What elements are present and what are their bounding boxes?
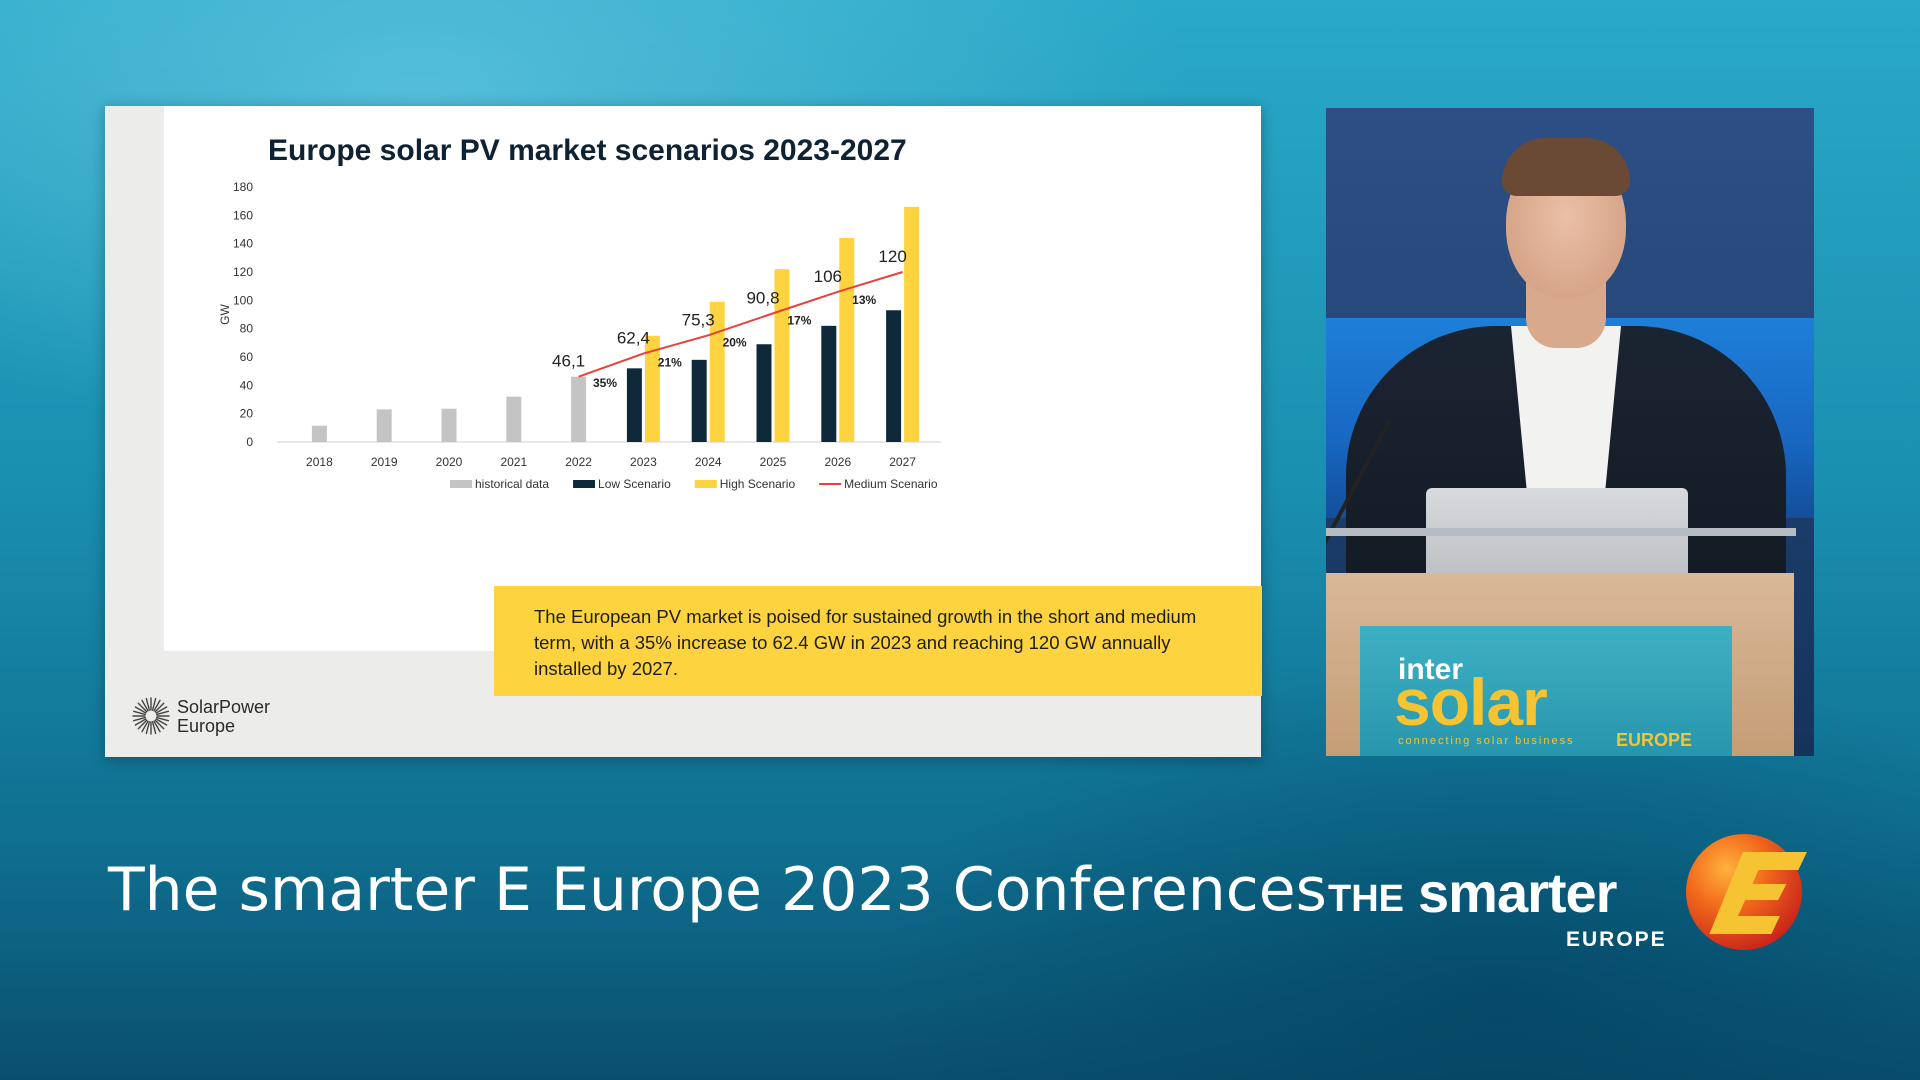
the-smarter-e-brand: THE smarter EUROPE xyxy=(1326,830,1816,960)
data-label: 75,3 xyxy=(682,310,715,329)
podium-sign-inter: inter xyxy=(1398,653,1464,686)
growth-label: 13% xyxy=(852,293,876,307)
brand-smarter: smarter xyxy=(1418,861,1617,924)
growth-label: 35% xyxy=(593,376,617,390)
data-label: 106 xyxy=(814,267,842,286)
legend-label: Medium Scenario xyxy=(844,477,938,491)
y-tick-label: 40 xyxy=(240,378,254,392)
summary-callout: The European PV market is poised for sus… xyxy=(494,586,1262,696)
legend-label: historical data xyxy=(475,477,549,491)
slide-title: Europe solar PV market scenarios 2023-20… xyxy=(268,134,907,167)
sun-rays-icon xyxy=(132,697,170,735)
brand-europe: EUROPE xyxy=(1566,928,1667,951)
bar-low-scenario xyxy=(691,359,707,442)
speaker-hair xyxy=(1502,138,1630,196)
conference-title: The smarter E Europe 2023 Conferences xyxy=(108,855,1327,925)
x-tick-label: 2027 xyxy=(889,455,916,469)
legend-swatch xyxy=(450,480,472,488)
y-tick-label: 20 xyxy=(240,407,254,421)
speaker-video: inter solar connecting solar business EU… xyxy=(1326,108,1814,756)
y-axis-label: GW xyxy=(218,304,232,325)
chart-labels: 46,1 62,4 75,3 90,8 106 120 35% 21% 20% 17% 13% xyxy=(552,247,907,390)
market-scenarios-chart: 0 20 40 60 80 100 120 140 160 180 GW 2018 2019 2020 20… xyxy=(218,180,941,491)
bar-historical-data xyxy=(506,396,522,442)
brand-the: THE xyxy=(1328,878,1404,920)
bar-historical-data xyxy=(571,376,587,442)
podium-sign-tagline: connecting solar business xyxy=(1398,735,1575,747)
y-tick-label: 80 xyxy=(240,322,254,336)
legend-swatch xyxy=(573,480,596,488)
presentation-slide: Europe solar PV market scenarios 2023-20… xyxy=(105,106,1262,757)
logo-line-1: SolarPower xyxy=(177,697,271,717)
bar-high-scenario xyxy=(839,238,855,442)
y-tick-label: 140 xyxy=(233,237,253,251)
podium-sign xyxy=(1360,626,1732,756)
growth-label: 21% xyxy=(658,355,682,369)
y-tick-label: 180 xyxy=(233,180,253,194)
y-tick-label: 100 xyxy=(233,293,253,307)
legend-label: High Scenario xyxy=(720,477,796,491)
chart-bars xyxy=(311,206,920,442)
data-label: 46,1 xyxy=(552,352,585,371)
y-tick-label: 120 xyxy=(233,265,253,279)
bar-high-scenario xyxy=(644,335,660,442)
x-tick-label: 2021 xyxy=(500,455,527,469)
x-tick-label: 2024 xyxy=(695,455,722,469)
bar-low-scenario xyxy=(626,368,642,442)
data-label: 62,4 xyxy=(617,329,650,348)
podium-railing xyxy=(1326,528,1796,536)
bar-historical-data xyxy=(311,425,327,442)
bar-high-scenario xyxy=(709,301,725,442)
chart-medium-line xyxy=(578,271,903,378)
bar-low-scenario xyxy=(756,344,772,442)
bar-low-scenario xyxy=(886,310,902,442)
x-tick-label: 2025 xyxy=(760,455,787,469)
data-label: 120 xyxy=(878,247,906,266)
podium-sign-europe: EUROPE xyxy=(1616,730,1693,750)
solarpower-europe-logo: SolarPower Europe xyxy=(131,694,331,740)
bar-low-scenario xyxy=(821,325,837,442)
x-tick-label: 2018 xyxy=(306,455,333,469)
x-tick-label: 2020 xyxy=(436,455,463,469)
x-tick-label: 2019 xyxy=(371,455,398,469)
bar-historical-data xyxy=(376,409,392,442)
bar-historical-data xyxy=(441,408,457,442)
data-label: 90,8 xyxy=(746,288,779,307)
logo-line-2: Europe xyxy=(177,716,236,736)
x-tick-label: 2022 xyxy=(565,455,592,469)
medium-scenario-line xyxy=(578,271,903,378)
y-tick-label: 0 xyxy=(246,435,253,449)
growth-label: 20% xyxy=(723,335,747,349)
x-tick-label: 2026 xyxy=(824,455,851,469)
x-tick-label: 2023 xyxy=(630,455,657,469)
growth-label: 17% xyxy=(787,314,811,328)
legend-swatch xyxy=(694,480,717,488)
chart-axes: 0 20 40 60 80 100 120 140 160 180 GW 2018 2019 2020 20… xyxy=(218,180,941,469)
y-tick-label: 160 xyxy=(233,208,253,222)
y-tick-label: 60 xyxy=(240,350,254,364)
podium-sign-solar: solar xyxy=(1394,665,1548,739)
chart-legend: historical data Low Scenario High Scenario… xyxy=(450,477,938,491)
summary-callout-text: The European PV market is poised for sus… xyxy=(534,606,1197,679)
legend-label: Low Scenario xyxy=(598,477,671,491)
bar-high-scenario xyxy=(904,206,920,442)
smarter-e-logo-icon xyxy=(1686,834,1807,950)
